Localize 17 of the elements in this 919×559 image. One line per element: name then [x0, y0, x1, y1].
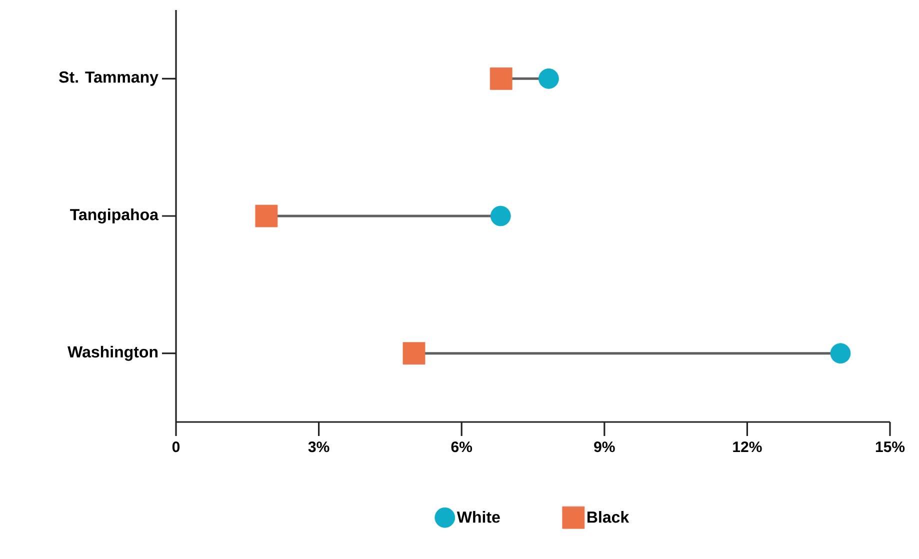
point	[402, 342, 426, 365]
y-tick-label: Tangipahoa	[70, 208, 159, 224]
x-tick-label: 12%	[733, 442, 762, 452]
point	[490, 67, 512, 90]
point	[490, 206, 511, 226]
y-tick-label: Washington	[68, 346, 158, 361]
point	[830, 343, 851, 364]
x-tick-label: 3%	[308, 442, 330, 452]
x-tick-label: 9%	[594, 442, 615, 452]
x-tick-label: 15%	[876, 442, 905, 452]
point	[255, 204, 278, 228]
point	[538, 68, 559, 89]
y-tick-label: St. Tammany	[59, 71, 158, 86]
legend-label: Black	[587, 511, 630, 523]
x-tick-label: 6%	[451, 442, 472, 452]
x-tick-label: 0	[172, 442, 180, 452]
legend-label: White	[456, 511, 500, 523]
